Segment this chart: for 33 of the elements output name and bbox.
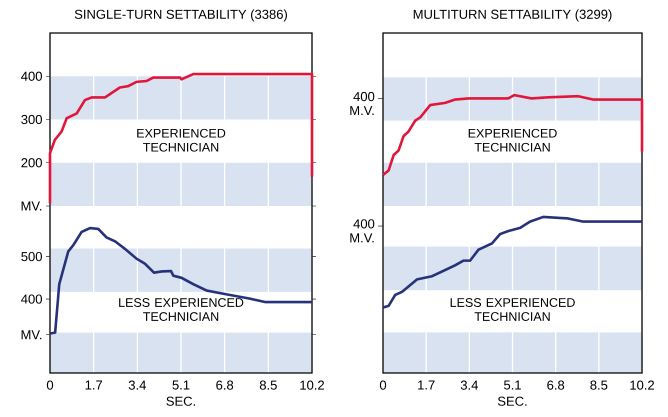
x-tick-label: 0 (46, 380, 54, 390)
x-tick-label: 5.1 (172, 380, 190, 390)
line-series (48, 72, 314, 205)
text: 400 M.V. (350, 219, 374, 242)
x-tick-label: 1.7 (86, 380, 102, 390)
annotation: LESS EXPERIENCED TECHNICIAN (119, 298, 244, 321)
x-tick-label: 6.8 (216, 380, 234, 390)
annotation: EXPERIENCED TECHNICIAN (468, 128, 557, 152)
x-tick-label: 0 (380, 380, 386, 390)
chart-title: SINGLE-TURN SETTABILITY (3386) (74, 9, 287, 22)
y-tick-label: 400 (21, 294, 42, 304)
x-tick-label: 1.7 (418, 380, 435, 390)
chart-title: MULTITURN SETTABILITY (3299) (414, 9, 612, 22)
y-tick-label: 500 (21, 252, 42, 262)
x-tick-label: 3.4 (128, 380, 146, 390)
line-series (48, 226, 314, 335)
text: 400 M.V. (350, 92, 374, 116)
annotation: LESS EXPERIENCED TECHNICIAN (450, 298, 575, 321)
x-tick-label: 8.5 (260, 380, 277, 390)
y-tick-label: 200 (21, 158, 42, 168)
x-tick-label: 8.5 (590, 380, 608, 390)
y-tick-label: MV. (22, 202, 42, 210)
x-tick-label: 6.8 (547, 380, 564, 390)
y-tick-label: 400 (21, 72, 42, 81)
y-tick-label: MV. (22, 330, 42, 340)
x-tick-label: 5.1 (504, 380, 521, 390)
x-axis-title: SEC. (498, 396, 526, 406)
x-axis-title: SEC. (166, 396, 195, 406)
y-tick-label: 300 (21, 114, 42, 124)
annotation: EXPERIENCED TECHNICIAN (137, 128, 226, 152)
x-tick-label: 10.2 (300, 380, 324, 390)
x-tick-label: 10.2 (630, 380, 654, 390)
x-tick-label: 3.4 (460, 380, 478, 390)
